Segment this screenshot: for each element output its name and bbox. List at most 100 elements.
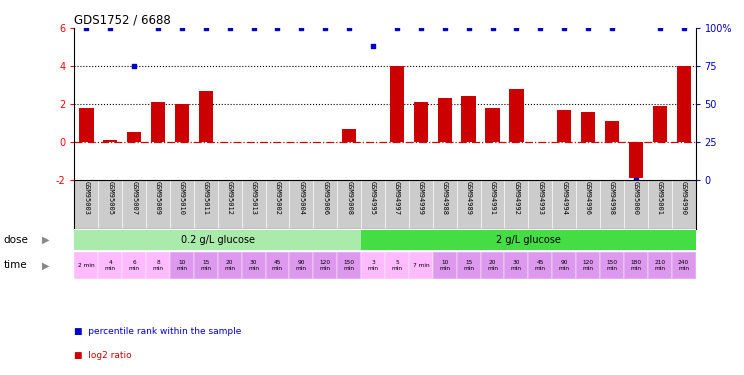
Point (630, 177, 642, 183)
Text: GSM94990: GSM94990 (681, 181, 687, 215)
Bar (122, 252, 146, 279)
Point (654, 25, 666, 31)
Text: 45
min: 45 min (272, 260, 283, 271)
Text: 90
min: 90 min (296, 260, 307, 271)
Point (367, 44, 379, 50)
Text: 45
min: 45 min (535, 260, 546, 271)
Text: ■  percentile rank within the sample: ■ percentile rank within the sample (74, 327, 242, 336)
Bar (218, 252, 242, 279)
Text: GSM95011: GSM95011 (203, 181, 209, 215)
Bar (79, 108, 94, 142)
Text: GSM94999: GSM94999 (418, 181, 424, 215)
Bar (652, 106, 667, 142)
Text: GSM94994: GSM94994 (561, 181, 567, 215)
Bar (390, 66, 404, 142)
Bar (409, 252, 433, 279)
Text: 2 g/L glucose: 2 g/L glucose (496, 235, 561, 245)
Point (582, 25, 594, 31)
Text: 0.2 g/L glucose: 0.2 g/L glucose (181, 235, 254, 245)
Text: GSM94988: GSM94988 (442, 181, 448, 215)
Bar (624, 252, 648, 279)
Point (128, 63, 140, 69)
Point (248, 25, 260, 31)
Point (463, 25, 475, 31)
Bar (313, 252, 337, 279)
Point (606, 25, 618, 31)
Bar (605, 121, 619, 142)
Point (295, 25, 307, 31)
Bar (151, 102, 165, 142)
Text: GSM95008: GSM95008 (346, 181, 352, 215)
Text: 15
min: 15 min (200, 260, 211, 271)
Text: 10
min: 10 min (439, 260, 450, 271)
Text: GSM94992: GSM94992 (513, 181, 519, 215)
Text: 30
min: 30 min (248, 260, 259, 271)
Text: 5
min: 5 min (391, 260, 403, 271)
Bar (175, 104, 189, 142)
Bar (437, 98, 452, 142)
Text: ■  log2 ratio: ■ log2 ratio (74, 351, 132, 360)
Bar (74, 230, 361, 251)
Text: 20
min: 20 min (487, 260, 498, 271)
Text: 4
min: 4 min (105, 260, 116, 271)
Text: 210
min: 210 min (654, 260, 665, 271)
Point (272, 25, 283, 31)
Text: GSM94995: GSM94995 (370, 181, 376, 215)
Text: GSM95009: GSM95009 (155, 181, 161, 215)
Text: GSM95006: GSM95006 (322, 181, 328, 215)
Point (152, 25, 164, 31)
Text: 150
min: 150 min (606, 260, 618, 271)
Bar (600, 252, 624, 279)
Bar (266, 252, 289, 279)
Text: GSM95002: GSM95002 (275, 181, 280, 215)
Bar (337, 252, 361, 279)
Point (319, 25, 331, 31)
Bar (461, 96, 476, 142)
Bar (242, 252, 266, 279)
Point (678, 25, 690, 31)
Bar (481, 252, 504, 279)
Text: GSM95012: GSM95012 (227, 181, 233, 215)
Text: 240
min: 240 min (678, 260, 690, 271)
Text: GSM95003: GSM95003 (83, 181, 89, 215)
Bar (581, 111, 595, 142)
Text: GSM94997: GSM94997 (394, 181, 400, 215)
Text: GSM94989: GSM94989 (466, 181, 472, 215)
Text: GSM95005: GSM95005 (107, 181, 113, 215)
Point (200, 25, 212, 31)
Bar (510, 89, 524, 142)
Bar (385, 252, 409, 279)
Bar (629, 142, 643, 178)
Point (343, 25, 355, 31)
Text: GSM94993: GSM94993 (537, 181, 543, 215)
Bar (103, 140, 118, 142)
Bar (485, 108, 500, 142)
Text: 7 min: 7 min (413, 263, 429, 268)
Text: 90
min: 90 min (559, 260, 570, 271)
Point (104, 25, 116, 31)
Bar (127, 132, 141, 142)
Bar (676, 66, 691, 142)
Text: GSM95000: GSM95000 (633, 181, 639, 215)
Point (510, 25, 522, 31)
Point (487, 25, 498, 31)
Bar (528, 252, 552, 279)
Bar (576, 252, 600, 279)
Bar (414, 102, 428, 142)
Point (534, 25, 546, 31)
Text: GSM95001: GSM95001 (657, 181, 663, 215)
Point (224, 25, 236, 31)
Text: 120
min: 120 min (583, 260, 594, 271)
Text: 120
min: 120 min (320, 260, 331, 271)
Bar (672, 252, 696, 279)
Text: 150
min: 150 min (344, 260, 355, 271)
Bar (552, 252, 576, 279)
Text: 10
min: 10 min (176, 260, 187, 271)
Text: GSM94991: GSM94991 (490, 181, 496, 215)
Text: dose: dose (4, 235, 28, 245)
Text: GDS1752 / 6688: GDS1752 / 6688 (74, 14, 171, 27)
Text: GSM94998: GSM94998 (609, 181, 615, 215)
Text: time: time (4, 261, 28, 270)
Bar (289, 252, 313, 279)
Bar (199, 91, 213, 142)
